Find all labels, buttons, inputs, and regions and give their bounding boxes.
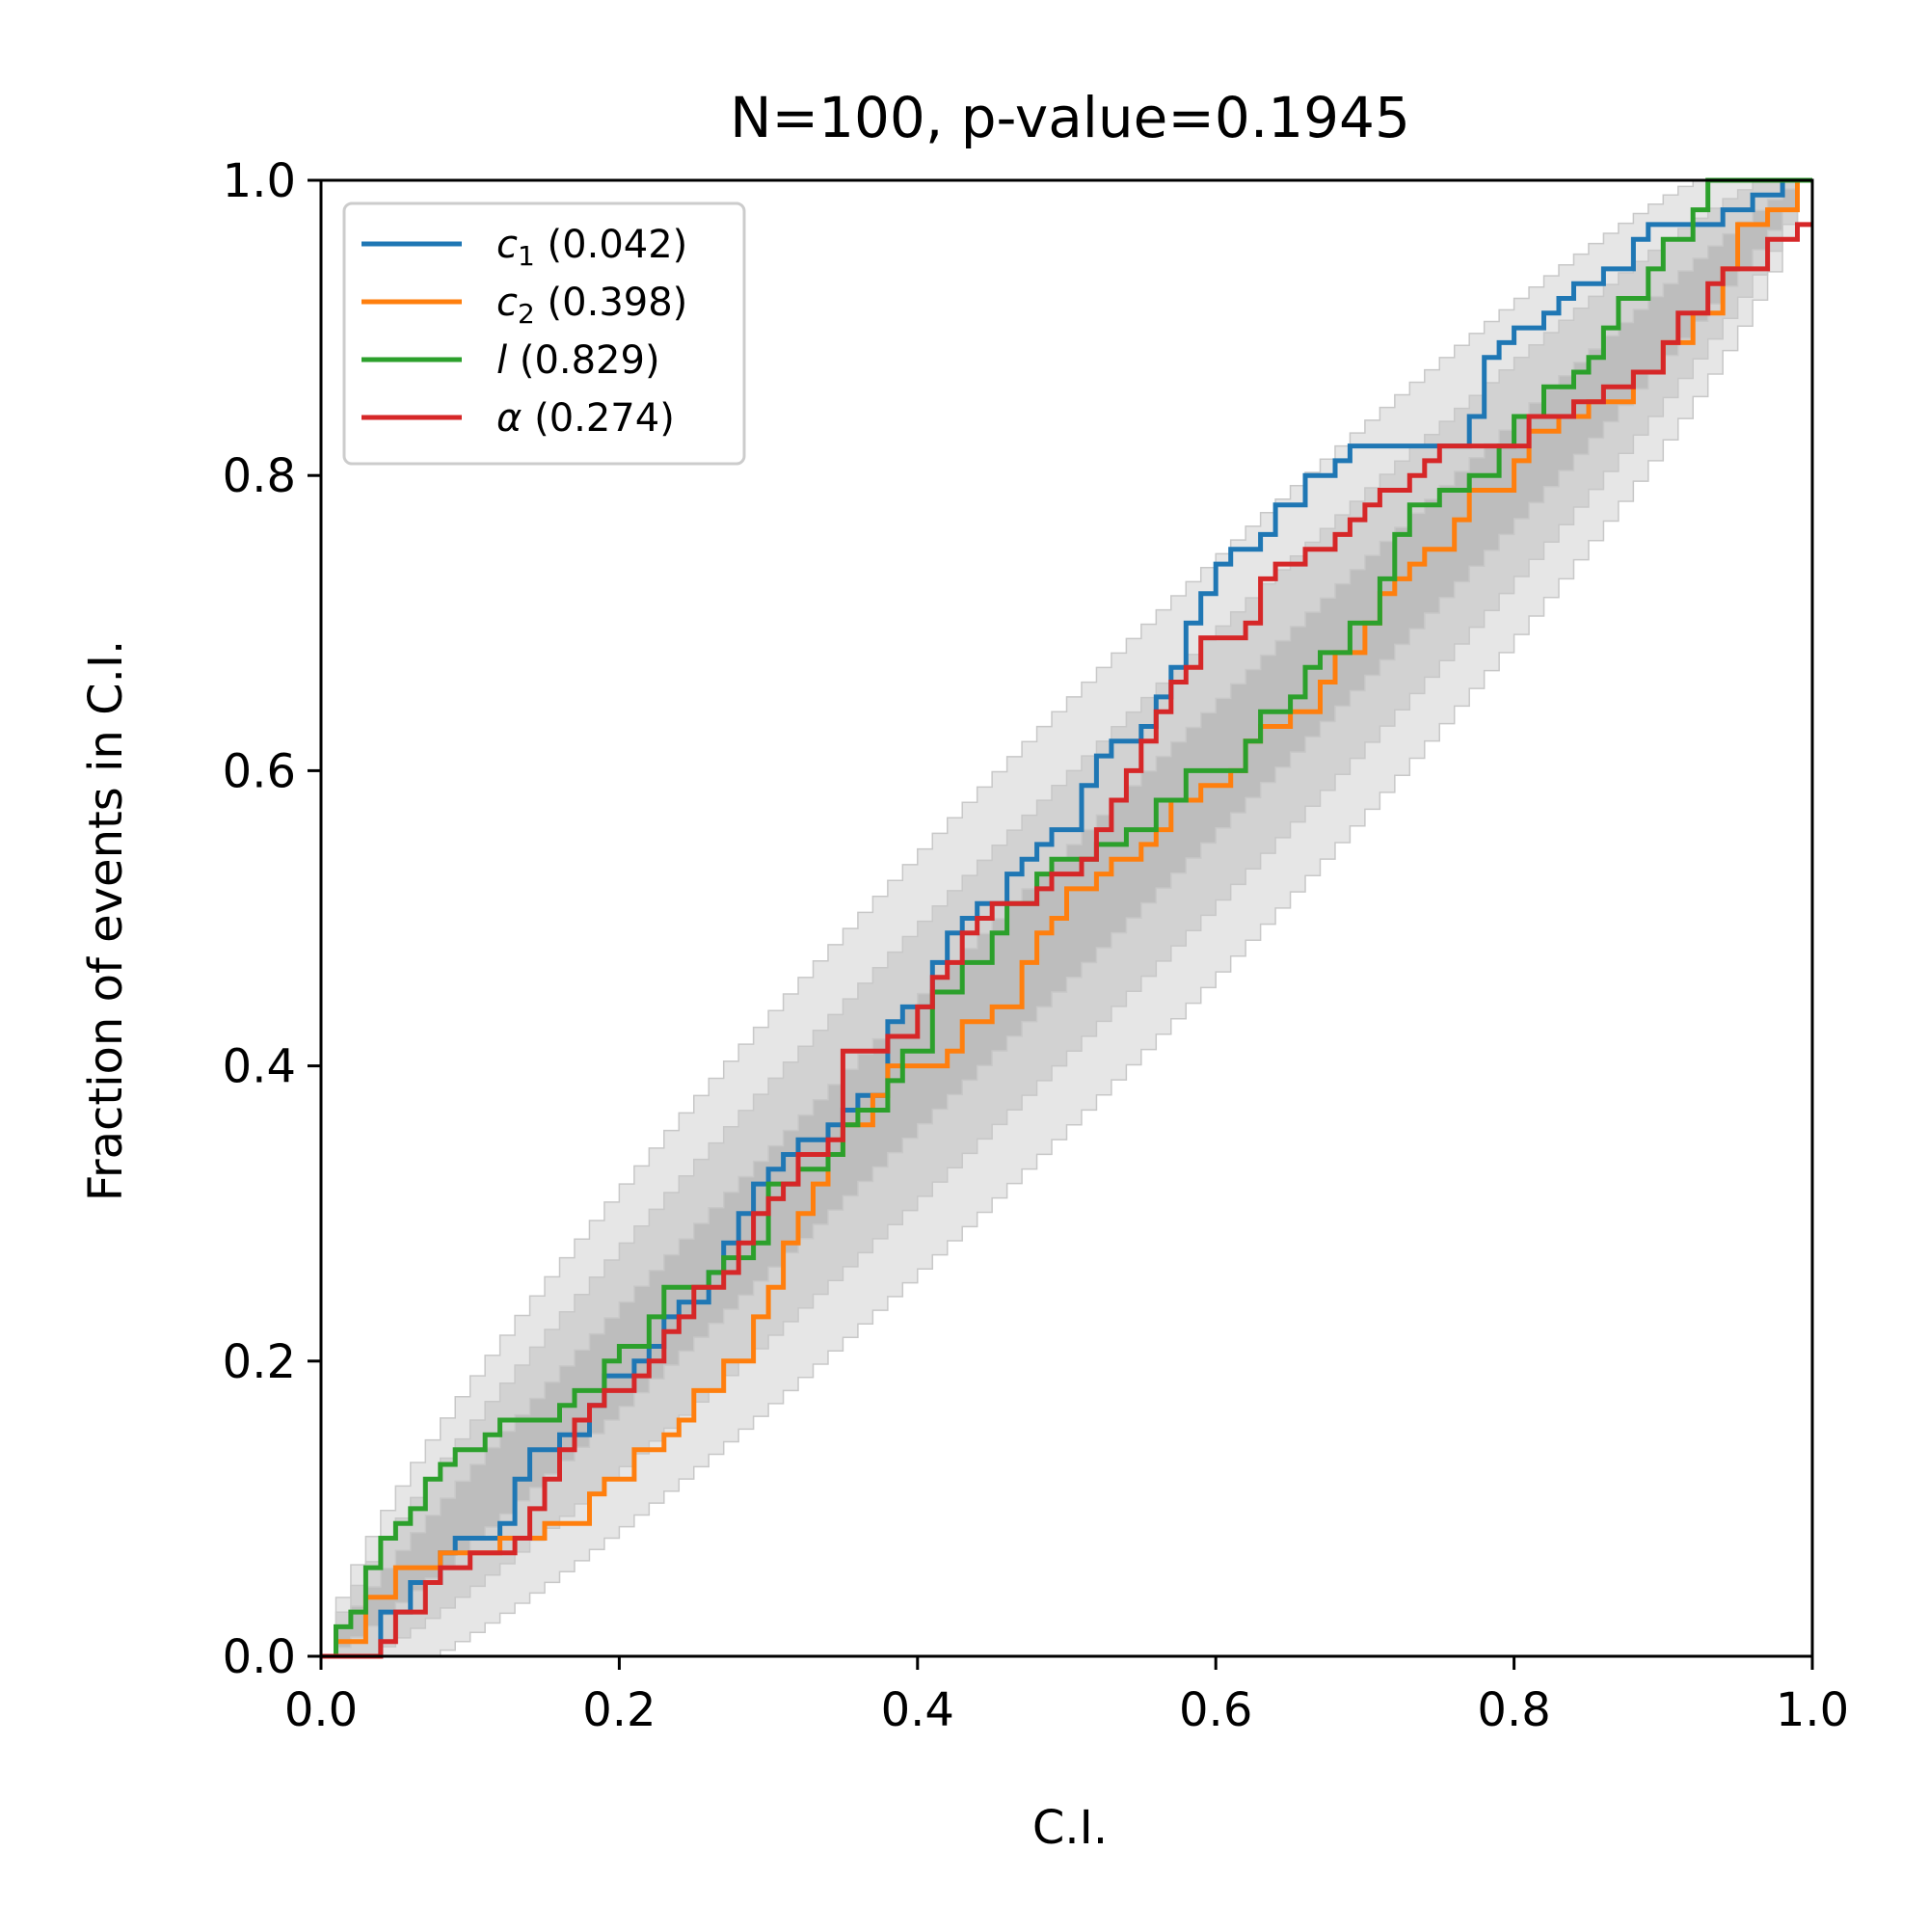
y-tick-label: 0.2: [223, 1335, 296, 1389]
plot-frame: [319, 178, 1814, 1658]
y-tick-label: 1.0: [223, 154, 296, 208]
series-line-2: [321, 177, 1812, 1659]
chart-title: N=100, p-value=0.1945: [730, 85, 1410, 150]
legend-box: [342, 201, 746, 466]
series-line-3: [321, 177, 1812, 1659]
x-tick-label: 0.6: [1179, 1683, 1252, 1737]
legend-entry-pvalue: (0.829): [507, 338, 659, 383]
legend-entry: c2 (0.398): [496, 281, 687, 330]
x-tick-label: 0.2: [582, 1683, 656, 1737]
legend: c1 (0.042)c2 (0.398)l (0.829)α (0.274): [342, 201, 746, 466]
legend-entry-pvalue: (0.398): [535, 281, 687, 325]
legend-entry: l (0.829): [496, 338, 660, 383]
y-tick-label: 0.4: [223, 1040, 296, 1094]
y-axis-label: Fraction of events in C.I.: [79, 640, 133, 1202]
series-line-4: [321, 222, 1812, 1659]
axis-ticks: 0.0 0.2 0.4 0.6 0.8 1.0 0.0 0.2 0.4 0.6 0.8 1.0: [223, 154, 1850, 1737]
x-tick-label: 1.0: [1776, 1683, 1849, 1737]
x-tick-label: 0.8: [1477, 1683, 1550, 1737]
y-tick-label: 0.6: [223, 744, 296, 798]
legend-entry: c1 (0.042): [496, 223, 687, 272]
legend-entry-subscript: 1: [518, 240, 535, 272]
legend-entry-pvalue: (0.042): [535, 223, 687, 267]
y-tick-label: 0.0: [223, 1630, 296, 1684]
x-axis-label: C.I.: [1032, 1801, 1108, 1855]
x-tick-label: 0.4: [881, 1683, 954, 1737]
legend-entry-pvalue: (0.274): [522, 396, 674, 441]
series-lines: [321, 177, 1812, 1659]
x-tick-label: 0.0: [284, 1683, 358, 1737]
legend-entry-name: c: [496, 281, 518, 325]
legend-entry-subscript: 2: [518, 298, 535, 330]
legend-entry: α (0.274): [496, 396, 675, 441]
y-tick-label: 0.8: [223, 449, 296, 503]
legend-entry-name: c: [496, 223, 518, 267]
legend-entry-name: l: [496, 338, 507, 383]
legend-entry-name: α: [496, 396, 522, 441]
